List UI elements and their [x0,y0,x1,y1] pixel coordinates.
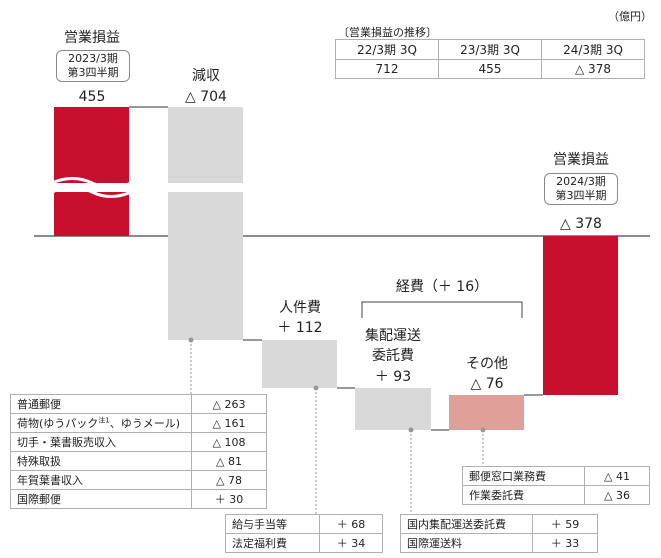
trend-header: 24/3期 3Q [541,39,645,60]
leader-dot-other [480,427,486,433]
unit-label: （億円） [608,10,652,23]
breakdown-value: ＋ 30 [191,489,267,509]
revenue-breakdown-table: 普通郵便 △ 263 荷物(ゆうパック注1、ゆうメール) △ 161 切手・葉書… [10,394,267,509]
breakdown-value: △ 36 [584,485,650,505]
end-period-line1: 2024/3期 [556,175,606,188]
start-period-line2: 第3四半期 [67,65,119,79]
delivery-label-line1: 集配運送 [365,328,421,344]
bar-other [449,395,524,430]
breakdown-name-suffix: 、ゆうメール) [109,417,181,430]
bar-personnel [262,340,337,388]
breakdown-name: 法定福利費 [225,533,320,553]
start-title: 営業損益 [64,30,120,46]
table-row: 法定福利費 ＋ 34 [225,533,383,553]
delivery-value-label: ＋ 93 [374,369,412,385]
revenue-drop-value-label: △ 704 [185,89,227,105]
bar-revenue-drop [168,107,243,340]
breakdown-name: 国際郵便 [10,489,192,509]
table-row: 切手・葉書販売収入 △ 108 [10,432,267,452]
table-row: 給与手当等 ＋ 68 [225,514,383,534]
footnote-mark: 注1 [98,416,110,425]
breakdown-value: △ 81 [191,451,267,471]
axis-break-gap-start [52,183,131,192]
personnel-value-label: ＋ 112 [277,320,323,336]
breakdown-value: △ 78 [191,470,267,490]
breakdown-value: △ 263 [191,394,267,414]
leader-dot-revenue [188,337,194,343]
breakdown-name: 荷物(ゆうパック注1、ゆうメール) [10,413,192,433]
table-row: 国際運送料 ＋ 33 [400,533,598,553]
personnel-breakdown-table: 給与手当等 ＋ 68 法定福利費 ＋ 34 [225,514,383,553]
trend-header: 22/3期 3Q [335,39,439,60]
start-value-label: 455 [78,89,106,105]
bar-end-loss [543,236,618,395]
breakdown-value: △ 161 [191,413,267,433]
other-label: その他 [466,356,508,372]
leader-dot-personnel [313,385,319,391]
breakdown-value: ＋ 34 [319,533,383,553]
breakdown-name: 年賀葉書収入 [10,470,192,490]
trend-table: 22/3期 3Q 23/3期 3Q 24/3期 3Q 712 455 △ 378 [335,39,645,79]
trend-value: △ 378 [541,59,645,79]
axis-break-wave-start-top [51,177,132,189]
breakdown-name-main: 荷物(ゆうパック [17,417,99,430]
trend-value: 455 [438,59,542,79]
breakdown-name: 国際運送料 [400,533,533,553]
breakdown-value: ＋ 33 [532,533,598,553]
leader-dot-delivery [408,427,414,433]
table-row: 荷物(ゆうパック注1、ゆうメール) △ 161 [10,413,267,433]
axis-break-wave-start-bottom [51,186,132,198]
table-row: 郵便窓口業務費 △ 41 [462,466,650,486]
end-period-box: 2024/3期 第3四半期 [544,173,618,205]
breakdown-name: 作業委託費 [462,485,585,505]
breakdown-name: 郵便窓口業務費 [462,466,585,486]
bar-start-profit [54,107,129,236]
other-breakdown-table: 郵便窓口業務費 △ 41 作業委託費 △ 36 [462,466,650,505]
table-row: 作業委託費 △ 36 [462,485,650,505]
breakdown-value: ＋ 68 [319,514,383,534]
table-row: 特殊取扱 △ 81 [10,451,267,471]
expense-group-label: 経費（＋ 16） [395,279,489,295]
end-value-label: △ 378 [560,216,602,232]
trend-header: 23/3期 3Q [438,39,542,60]
breakdown-value: ＋ 59 [532,514,598,534]
expense-group-bracket [361,301,523,318]
trend-caption: 〔営業損益の推移〕 [338,26,437,39]
end-title: 営業損益 [553,152,609,168]
delivery-breakdown-table: 国内集配運送委託費 ＋ 59 国際運送料 ＋ 33 [400,514,598,553]
revenue-drop-label: 減収 [192,68,220,84]
end-period-line2: 第3四半期 [555,188,607,202]
breakdown-name: 給与手当等 [225,514,320,534]
table-row: 普通郵便 △ 263 [10,394,267,414]
axis-break-gap-revenue [166,183,245,192]
breakdown-value: △ 108 [191,432,267,452]
breakdown-name: 普通郵便 [10,394,192,414]
breakdown-name: 特殊取扱 [10,451,192,471]
breakdown-value: △ 41 [584,466,650,486]
breakdown-name: 国内集配運送委託費 [400,514,533,534]
bar-delivery [355,388,431,430]
personnel-label: 人件費 [279,300,321,316]
other-value-label: △ 76 [470,376,504,392]
breakdown-name: 切手・葉書販売収入 [10,432,192,452]
start-period-line1: 2023/3期 [68,52,118,65]
start-period-box: 2023/3期 第3四半期 [56,50,130,82]
table-row: 国際郵便 ＋ 30 [10,489,267,509]
table-row: 国内集配運送委託費 ＋ 59 [400,514,598,534]
table-row: 年賀葉書収入 △ 78 [10,470,267,490]
delivery-label-line2: 委託費 [372,348,414,364]
trend-value: 712 [335,59,439,79]
